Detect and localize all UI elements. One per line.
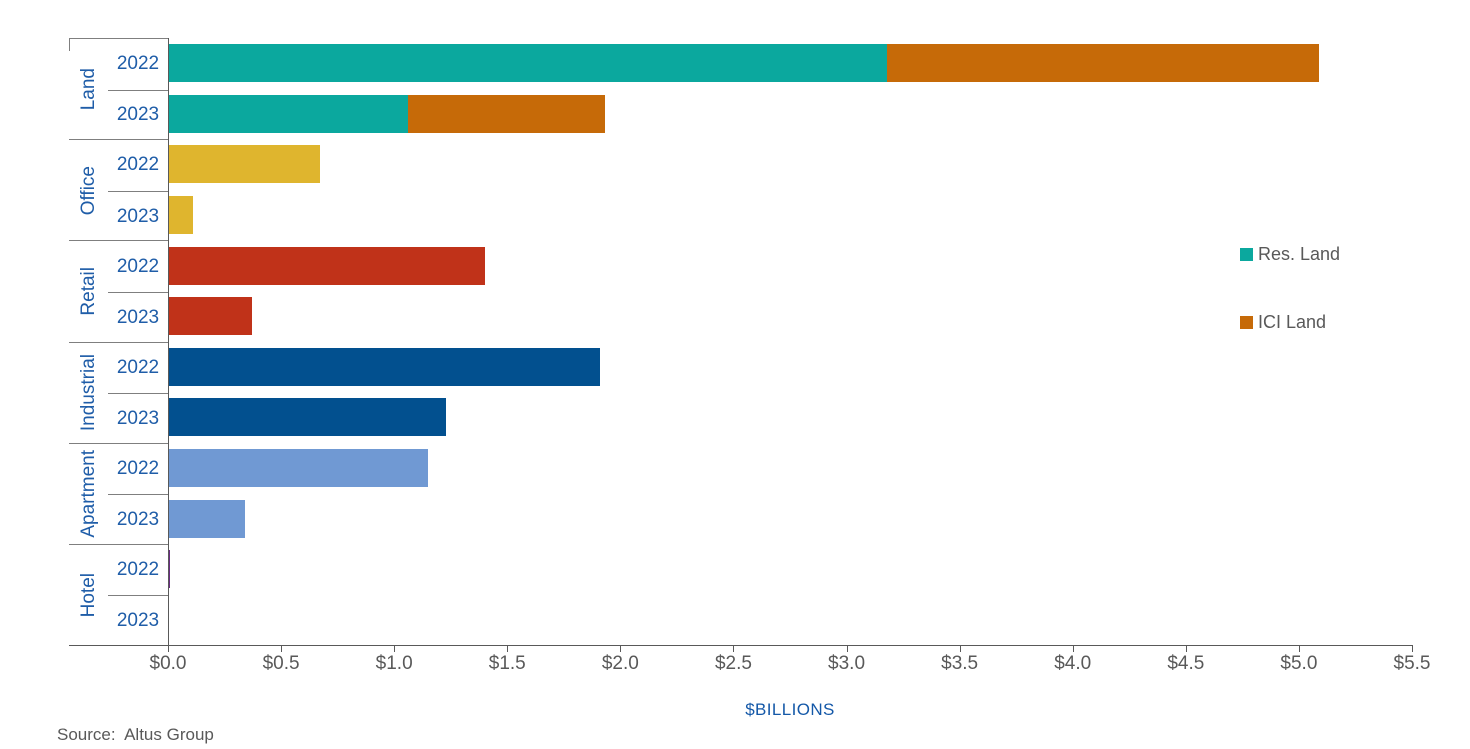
- year-label-office-2023: 2023: [108, 190, 168, 242]
- bar-land-2022-res-land: [168, 44, 888, 83]
- x-tick-label: $3.5: [941, 653, 979, 674]
- bar-row-office-2022: [168, 145, 1412, 184]
- bar-row-hotel-2022: [168, 550, 1412, 589]
- year-label-apartment-2022: 2022: [116, 457, 160, 479]
- bar-retail-2022-retail: [168, 246, 485, 285]
- group-label-wrap: Retail: [69, 241, 108, 341]
- x-tick: [733, 645, 735, 652]
- group-label-wrap: Apartment: [69, 444, 108, 544]
- legend-label-res-land: Res. Land: [1258, 243, 1341, 264]
- x-tick: [281, 645, 283, 652]
- category-axis-stub: [69, 38, 70, 51]
- x-tick: [507, 645, 509, 652]
- x-tick: [1412, 645, 1413, 652]
- group-label-industrial: Industrial: [78, 354, 99, 432]
- bar-office-2022-office: [168, 145, 320, 184]
- bar-office-2023-office: [168, 196, 193, 235]
- bar-apartment-2022-apartment: [168, 448, 429, 487]
- x-tick-label: $0.0: [149, 653, 187, 674]
- year-label-industrial-2023: 2023: [108, 393, 168, 444]
- group-label-land: Land: [78, 67, 99, 111]
- bar-row-retail-2022: [168, 246, 1412, 285]
- x-tick: [394, 645, 396, 652]
- year-label-hotel-2023: 2023: [108, 595, 168, 646]
- group-label-retail: Retail: [78, 267, 99, 316]
- bar-retail-2023-retail: [168, 297, 252, 336]
- category-axis-labels: Land 2022 2023 Office 2022 2023 Retail 2022 2023…: [69, 38, 168, 645]
- group-cell-retail: Retail 2022 2023: [69, 240, 168, 341]
- group-label-wrap: Land: [69, 39, 108, 139]
- y-axis-line: [168, 38, 169, 652]
- year-label-industrial-2022: 2022: [116, 356, 160, 378]
- x-tick: [620, 645, 622, 652]
- x-tick-label: $2.5: [714, 653, 752, 674]
- legend-swatch-res-land-icon: [1240, 247, 1253, 261]
- year-label-land-2022: 2022: [116, 53, 160, 75]
- x-tick: [1298, 645, 1300, 652]
- x-tick-label: $1.5: [488, 653, 526, 674]
- source-caption: Source: Altus Group: [57, 725, 214, 744]
- x-tick: [1072, 645, 1074, 652]
- bar-row-office-2023: [168, 196, 1412, 235]
- group-cell-hotel: Hotel 2022 2023: [69, 543, 168, 646]
- x-tick-label: $2.0: [601, 653, 639, 674]
- x-tick-label: $0.5: [262, 653, 300, 674]
- x-tick-label: $3.0: [828, 653, 866, 674]
- group-label-office: Office: [78, 165, 99, 215]
- x-axis-title: $BILLIONS: [745, 700, 835, 719]
- year-label-retail-2022: 2022: [116, 255, 160, 277]
- group-cell-apartment: Apartment 2022 2023: [69, 442, 168, 545]
- legend-swatch-ici-land-icon: [1240, 315, 1253, 329]
- bar-land-2022-ici-land: [887, 44, 1320, 83]
- plot-area: [168, 38, 1412, 645]
- group-cell-industrial: Industrial 2022 2023: [69, 341, 168, 444]
- bar-hotel-2022-hotel: [168, 550, 171, 589]
- x-tick-label: $4.5: [1167, 653, 1205, 674]
- group-label-wrap: Office: [69, 140, 108, 240]
- year-label-land-2023: 2023: [108, 89, 168, 141]
- legend-item-res-land: Res. Land: [1240, 243, 1341, 264]
- x-tick-label: $5.0: [1280, 653, 1318, 674]
- bar-row-land-2023: [168, 94, 1412, 133]
- x-tick: [168, 645, 169, 652]
- bar-land-2023-ici-land: [407, 94, 605, 133]
- group-label-wrap: Hotel: [69, 545, 108, 645]
- x-tick: [846, 645, 848, 652]
- year-label-retail-2023: 2023: [108, 291, 168, 343]
- x-tick: [1185, 645, 1187, 652]
- year-label-hotel-2022: 2022: [116, 559, 160, 581]
- bar-row-land-2022: [168, 44, 1412, 83]
- bar-row-retail-2023: [168, 297, 1412, 336]
- bar-row-industrial-2022: [168, 347, 1412, 386]
- legend-item-ici-land: ICI Land: [1240, 311, 1340, 332]
- year-label-apartment-2023: 2023: [108, 494, 168, 545]
- year-label-office-2022: 2022: [116, 154, 160, 176]
- group-label-wrap: Industrial: [69, 343, 108, 443]
- x-tick-label: $5.5: [1393, 653, 1431, 674]
- bar-land-2023-res-land: [168, 94, 408, 133]
- group-cell-office: Office 2022 2023: [69, 139, 168, 240]
- bar-row-hotel-2023: [168, 601, 1412, 639]
- group-cell-land: Land 2022 2023: [69, 38, 168, 139]
- x-tick-label: $4.0: [1054, 653, 1092, 674]
- bar-apartment-2023-apartment: [168, 499, 245, 538]
- bar-row-industrial-2023: [168, 398, 1412, 437]
- legend-label-ici-land: ICI Land: [1258, 311, 1327, 332]
- legend: Res. Land ICI Land: [1240, 243, 1341, 382]
- x-axis-line: [69, 645, 1412, 646]
- x-tick: [959, 645, 961, 652]
- group-label-hotel: Hotel: [78, 572, 99, 618]
- group-label-apartment: Apartment: [78, 449, 99, 538]
- bar-industrial-2022-industrial: [168, 347, 600, 386]
- x-tick-label: $1.0: [375, 653, 413, 674]
- bar-row-apartment-2023: [168, 499, 1412, 538]
- bar-row-apartment-2022: [168, 448, 1412, 487]
- bar-industrial-2023-industrial: [168, 398, 447, 437]
